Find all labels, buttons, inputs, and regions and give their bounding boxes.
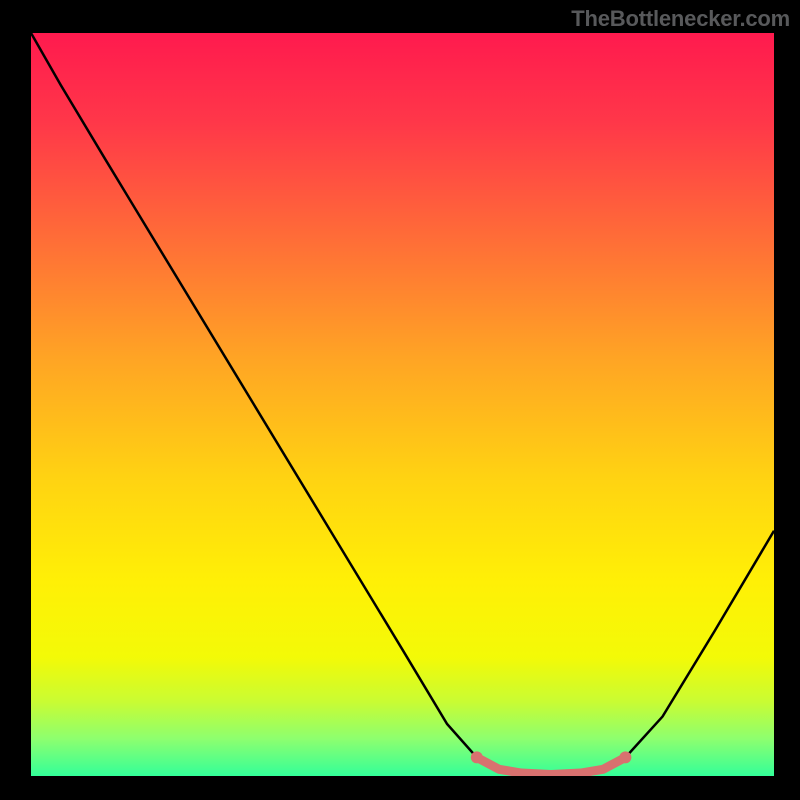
highlight-dot (619, 751, 631, 763)
plot-area (31, 33, 774, 776)
curve-layer (31, 33, 774, 776)
highlight-segment (477, 757, 626, 774)
highlight-dot (471, 751, 483, 763)
watermark-text: TheBottlenecker.com (571, 6, 790, 32)
highlight-dots (471, 751, 632, 763)
bottleneck-curve (31, 33, 774, 775)
chart-container: { "watermark": { "text": "TheBottlenecke… (0, 0, 800, 800)
